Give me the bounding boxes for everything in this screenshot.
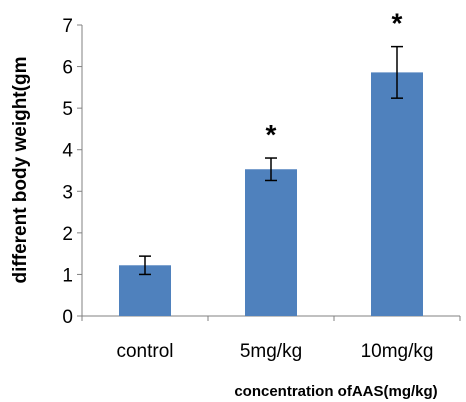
y-tick-label: 2 (62, 224, 73, 245)
bar-3 (371, 72, 423, 317)
y-tick-label: 4 (62, 141, 73, 162)
labels: 0 1 2 3 4 5 6 7 control * 5mg/kg * 10mg/kg (62, 8, 433, 362)
y-tick-label: 7 (62, 16, 73, 37)
x-category-label: 5mg/kg (240, 341, 302, 362)
x-axis-title: concentration ofAAS(mg/kg) (234, 383, 437, 400)
y-tick-label: 0 (62, 307, 73, 328)
bar-2 (245, 169, 297, 316)
y-tick-label: 1 (62, 265, 73, 286)
x-category-label: control (116, 341, 173, 362)
bars (119, 45, 423, 317)
y-tick-label: 5 (62, 99, 73, 120)
y-axis-title: different body weight(gm (10, 57, 31, 284)
y-tick-label: 6 (62, 58, 73, 79)
significance-marker-3: * (392, 8, 403, 39)
x-category-label: 10mg/kg (361, 341, 434, 362)
significance-marker-2: * (266, 119, 277, 150)
y-tick-label: 3 (62, 182, 73, 203)
